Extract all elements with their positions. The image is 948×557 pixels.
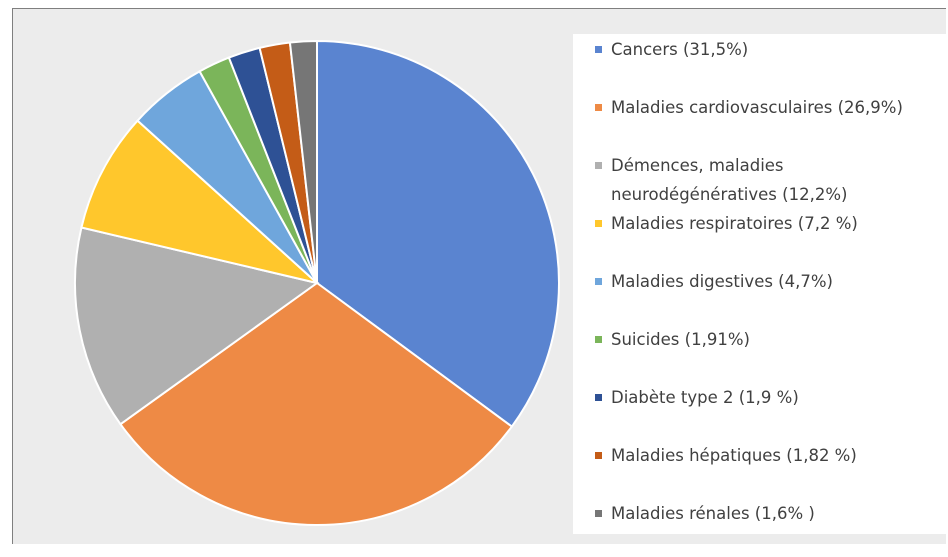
legend-item: Maladies digestives (4,7%) xyxy=(595,267,940,325)
legend-item: Suicides (1,91%) xyxy=(595,325,940,383)
legend-label: Suicides (1,91%) xyxy=(611,329,750,349)
legend-swatch xyxy=(595,277,602,285)
legend-label: Maladies rénales (1,6% ) xyxy=(611,503,815,523)
legend-item: Cancers (31,5%) xyxy=(595,35,940,93)
legend-label: Cancers (31,5%) xyxy=(611,39,749,59)
legend-item: Maladies rénales (1,6% ) xyxy=(595,499,940,557)
legend-swatch xyxy=(595,161,602,169)
legend-swatch xyxy=(595,103,602,111)
legend: Cancers (31,5%) Maladies cardiovasculaire… xyxy=(573,34,948,534)
legend-item: Démences, maladies neurodégénératives (1… xyxy=(595,151,940,209)
legend-item: Maladies hépatiques (1,82 %) xyxy=(595,441,940,499)
legend-swatch xyxy=(595,393,602,401)
pie-slice xyxy=(74,226,320,426)
chart-area: Cancers (31,5%) Maladies cardiovasculaire… xyxy=(12,8,948,544)
legend-swatch xyxy=(595,45,602,53)
legend-swatch xyxy=(595,219,602,227)
pie-slice xyxy=(316,39,560,428)
legend-label: Maladies respiratoires (7,2 %) xyxy=(611,213,858,233)
pie-slice xyxy=(80,119,318,284)
legend-swatch xyxy=(595,509,602,517)
legend-label: Maladies cardiovasculaires (26,9%) xyxy=(611,97,903,117)
legend-list: Cancers (31,5%) Maladies cardiovasculaire… xyxy=(595,35,948,557)
legend-swatch xyxy=(595,335,602,343)
legend-label: Maladies hépatiques (1,82 %) xyxy=(611,445,857,465)
legend-item: Diabète type 2 (1,9 %) xyxy=(595,383,940,441)
legend-label: Diabète type 2 (1,9 %) xyxy=(611,387,799,407)
pie-slice xyxy=(119,281,514,526)
legend-label: Maladies digestives (4,7%) xyxy=(611,271,833,291)
legend-item: Maladies cardiovasculaires (26,9%) xyxy=(595,93,940,151)
legend-label: Démences, maladies neurodégénératives (1… xyxy=(611,155,848,204)
legend-item: Maladies respiratoires (7,2 %) xyxy=(595,209,940,267)
legend-swatch xyxy=(595,451,602,459)
pie xyxy=(74,39,560,526)
pie-slice xyxy=(288,39,318,284)
